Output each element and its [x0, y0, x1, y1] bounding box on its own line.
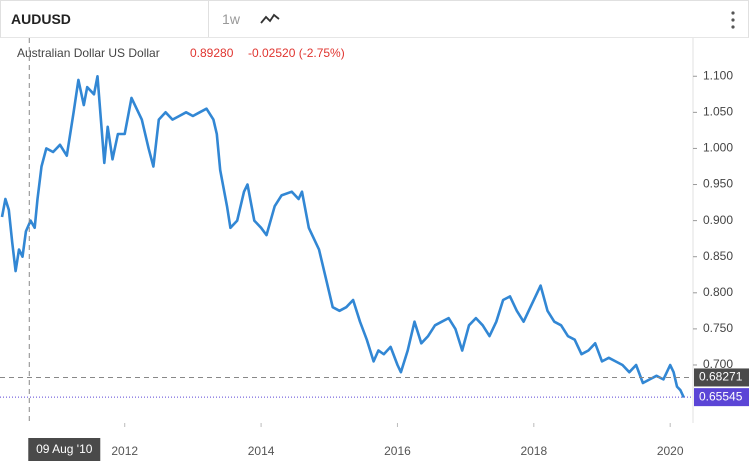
crosshair-y-box: [694, 368, 749, 387]
legend-name: Australian Dollar US Dollar: [17, 46, 160, 60]
symbol-input[interactable]: AUDUSD: [1, 1, 209, 37]
legend-price: 0.89280: [190, 46, 234, 60]
last-price-box: [694, 388, 749, 407]
crosshair-x-box: [28, 438, 101, 461]
y-tick-label: 0.800: [703, 285, 733, 299]
toolbar: AUDUSD 1w: [0, 0, 749, 38]
legend-change: -0.02520 (-2.75%): [248, 46, 345, 60]
chart: Australian Dollar US Dollar 0.89280 -0.0…: [0, 38, 749, 461]
x-tick-label: 2018: [520, 444, 547, 458]
y-tick-label: 0.750: [703, 321, 733, 335]
y-tick-label: 0.900: [703, 213, 733, 227]
menu-button[interactable]: [730, 10, 736, 30]
last-price-label: 0.65545: [699, 389, 743, 403]
x-tick-label: 2016: [384, 444, 411, 458]
dot: [731, 18, 735, 22]
crosshair-y-label: 0.68271: [699, 370, 743, 384]
interval-button[interactable]: 1w: [222, 11, 240, 27]
x-tick-label: 2012: [111, 444, 138, 458]
x-tick-label: 2014: [248, 444, 275, 458]
price-line: [0, 75, 685, 399]
x-tick-label: 2020: [657, 444, 684, 458]
y-tick-label: 1.000: [703, 141, 733, 155]
y-tick-label: 1.100: [703, 68, 733, 82]
line-icon: [260, 13, 280, 24]
dot: [731, 25, 735, 29]
y-tick-label: 1.050: [703, 105, 733, 119]
crosshair-x-label: 09 Aug '10: [36, 442, 93, 456]
y-tick-label: 0.850: [703, 249, 733, 263]
y-tick-label: 0.700: [703, 357, 733, 371]
chart-style-button[interactable]: [259, 9, 281, 29]
dot: [731, 11, 735, 15]
y-tick-label: 0.950: [703, 177, 733, 191]
